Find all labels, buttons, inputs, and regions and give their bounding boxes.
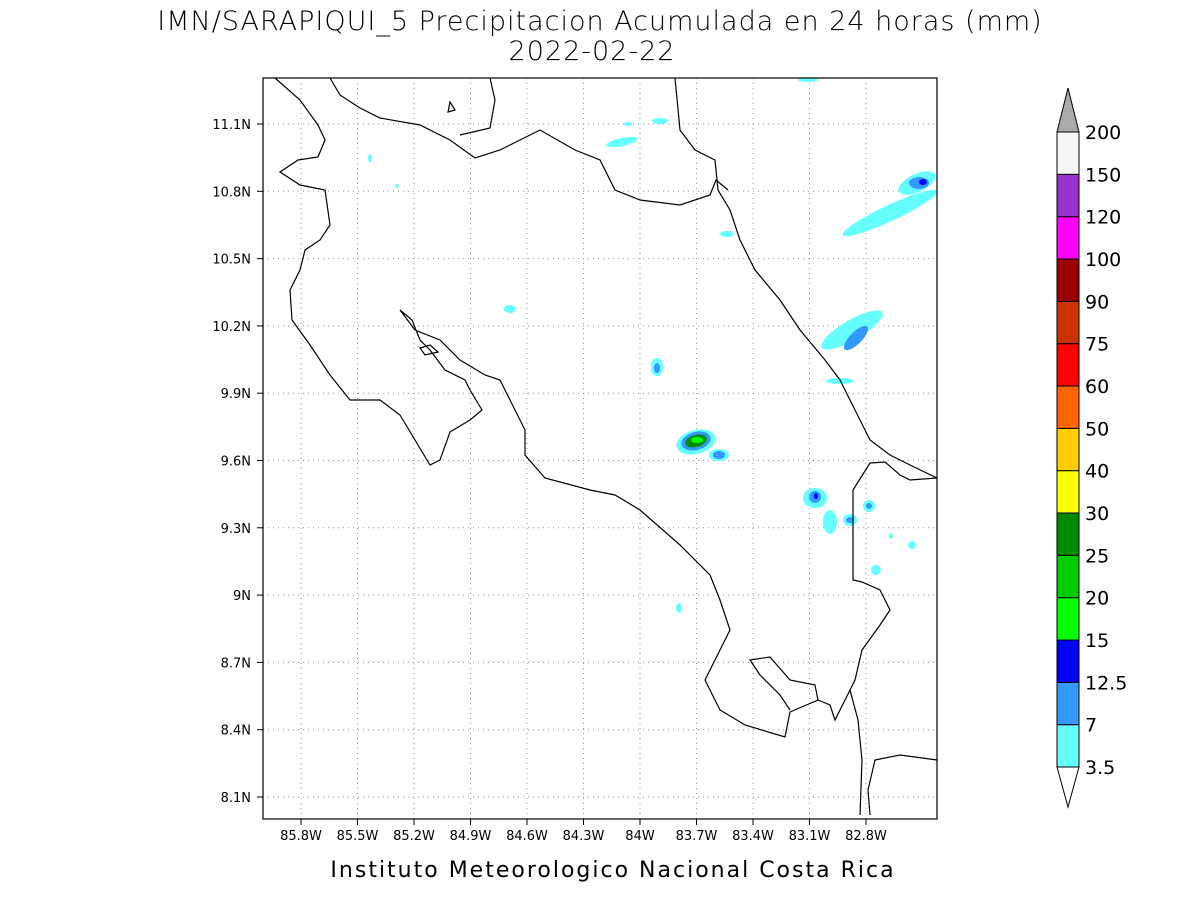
lon-tick-label: 84W: [625, 829, 655, 844]
colorbar-box: [1056, 681, 1080, 726]
colorbar-end: [1056, 766, 1080, 809]
lon-tick-label: 85.2W: [393, 829, 435, 844]
lon-tick-label: 83.4W: [732, 829, 774, 844]
colorbar-box: [1056, 343, 1080, 387]
colorbar-label: 150: [1085, 164, 1121, 186]
lat-tick-label: 9.9N: [221, 387, 251, 402]
title: IMN/SARAPIQUI_5 Precipitacion Acumulada …: [157, 6, 1042, 37]
map-frame: [262, 77, 938, 820]
lon-tick-label: 84.6W: [506, 829, 548, 844]
lon-tick-label: 82.8W: [845, 829, 887, 844]
colorbar-label: 100: [1085, 249, 1121, 271]
lon-tick-label: 84.3W: [563, 829, 605, 844]
lat-tick-label: 8.1N: [221, 791, 251, 806]
lat-tick-label: 9N: [233, 589, 251, 604]
lon-tick-label: 85.5W: [337, 829, 379, 844]
colorbar: 3.5 7 12.5 15 20 25 30 40 50 60 75 90 100 120 150 200: [1056, 87, 1127, 809]
colorbar-label: 60: [1085, 376, 1109, 398]
lon-tick-label: 83.1W: [789, 829, 831, 844]
colorbar-box: [1056, 470, 1080, 514]
footer: Instituto Meteorologico Nacional Costa R…: [330, 858, 895, 883]
colorbar-box: [1056, 300, 1080, 345]
colorbar-label: 120: [1085, 207, 1121, 229]
colorbar-label: 30: [1085, 503, 1109, 525]
grid: [263, 78, 937, 819]
colorbar-box: [1056, 512, 1080, 556]
lon-tick-label: 85.8W: [280, 829, 322, 844]
lon-tick-label: 83.7W: [676, 829, 718, 844]
colorbar-box: [1056, 554, 1080, 599]
colorbar-box: [1056, 258, 1080, 302]
colorbar-box: [1056, 639, 1080, 683]
lat-tick-label: 9.6N: [221, 455, 251, 470]
colorbar-box: [1056, 385, 1080, 429]
date: 2022-02-22: [509, 36, 676, 67]
colorbar-box: [1056, 131, 1080, 175]
colorbar-box: [1056, 173, 1080, 218]
rain-areas: [368, 78, 938, 613]
lat-tick-label: 10.2N: [212, 320, 251, 335]
colorbar-end: [1056, 87, 1080, 133]
colorbar-box: [1056, 597, 1080, 641]
lat-tick-label: 8.7N: [221, 656, 251, 671]
colorbar-label: 15: [1085, 630, 1109, 652]
colorbar-label: 12.5: [1085, 672, 1127, 694]
lat-tick-label: 8.4N: [221, 724, 251, 739]
lat-tick-label: 9.3N: [221, 522, 251, 537]
lat-tick-label: 10.5N: [212, 253, 251, 268]
colorbar-label: 75: [1085, 334, 1109, 356]
lat-tick-label: 11.1N: [212, 118, 251, 133]
colorbar-label: 3.5: [1085, 757, 1115, 779]
colorbar-box: [1056, 427, 1080, 472]
colorbar-label: 40: [1085, 461, 1109, 483]
lon-tick-label: 84.9W: [450, 829, 492, 844]
axes: 85.8W 85.5W 85.2W 84.9W 84.6W 84.3W 84W 83.7W 83…: [212, 118, 887, 844]
colorbar-label: 90: [1085, 291, 1109, 313]
colorbar-box: [1056, 216, 1080, 260]
colorbar-label: 7: [1085, 715, 1097, 737]
colorbar-label: 50: [1085, 418, 1109, 440]
colorbar-label: 20: [1085, 588, 1109, 610]
lat-tick-label: 10.8N: [212, 185, 251, 200]
colorbar-box: [1056, 724, 1080, 768]
colorbar-label: 200: [1085, 122, 1121, 144]
coastlines: [274, 77, 938, 816]
colorbar-label: 25: [1085, 545, 1109, 567]
